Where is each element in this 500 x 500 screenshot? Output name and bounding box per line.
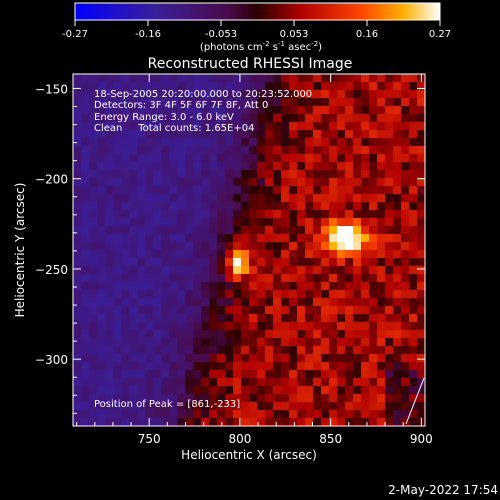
limb-line bbox=[405, 377, 425, 425]
colorbar-tick-label: 0.27 bbox=[429, 29, 451, 40]
x-tick-label: 750 bbox=[138, 432, 161, 446]
plot-frame bbox=[72, 73, 426, 427]
annotation-energy: Energy Range: 3.0 - 6.0 keV bbox=[94, 112, 234, 123]
timestamp: 2-May-2022 17:54 bbox=[388, 483, 498, 497]
x-axis-label: Heliocentric X (arcsec) bbox=[181, 448, 317, 462]
chart-title: Reconstructed RHESSI Image bbox=[148, 56, 353, 72]
annotation-detectors: Detectors: 3F 4F 5F 6F 7F 8F, Att 0 bbox=[94, 100, 268, 111]
colorbar-tick-label: 0.16 bbox=[356, 29, 378, 40]
colorbar bbox=[74, 2, 441, 21]
y-axis-label: Heliocentric Y (arcsec) bbox=[13, 183, 27, 318]
y-tick-label: −250 bbox=[35, 263, 68, 277]
heatmap-image bbox=[73, 74, 425, 426]
axis-ticks: 750 800 850 900 −150 −200 −250 −300 bbox=[35, 74, 433, 446]
colorbar-units: (photons cm-2 s-1 asec-2) bbox=[200, 40, 322, 53]
x-tick-label: 800 bbox=[228, 432, 251, 446]
y-tick-label: −200 bbox=[35, 173, 68, 187]
colorbar-ticks: -0.27 -0.16 -0.053 0.053 0.16 0.27 bbox=[62, 20, 451, 40]
colorbar-tick-label: -0.053 bbox=[205, 29, 237, 40]
x-tick-label: 850 bbox=[319, 432, 342, 446]
x-tick-label: 900 bbox=[410, 432, 433, 446]
annotation-time: 18-Sep-2005 20:20:00.000 to 20:23:52.000 bbox=[94, 89, 312, 100]
colorbar-tick-label: 0.053 bbox=[280, 29, 309, 40]
annotation-counts: Clean Total counts: 1.65E+04 bbox=[94, 123, 254, 134]
colorbar-tick-label: -0.16 bbox=[135, 29, 161, 40]
peak-position-label: Position of Peak = [861,-233] bbox=[94, 399, 240, 410]
y-tick-label: −150 bbox=[35, 82, 68, 96]
colorbar-tick-label: -0.27 bbox=[62, 29, 88, 40]
y-tick-label: −300 bbox=[35, 353, 68, 367]
